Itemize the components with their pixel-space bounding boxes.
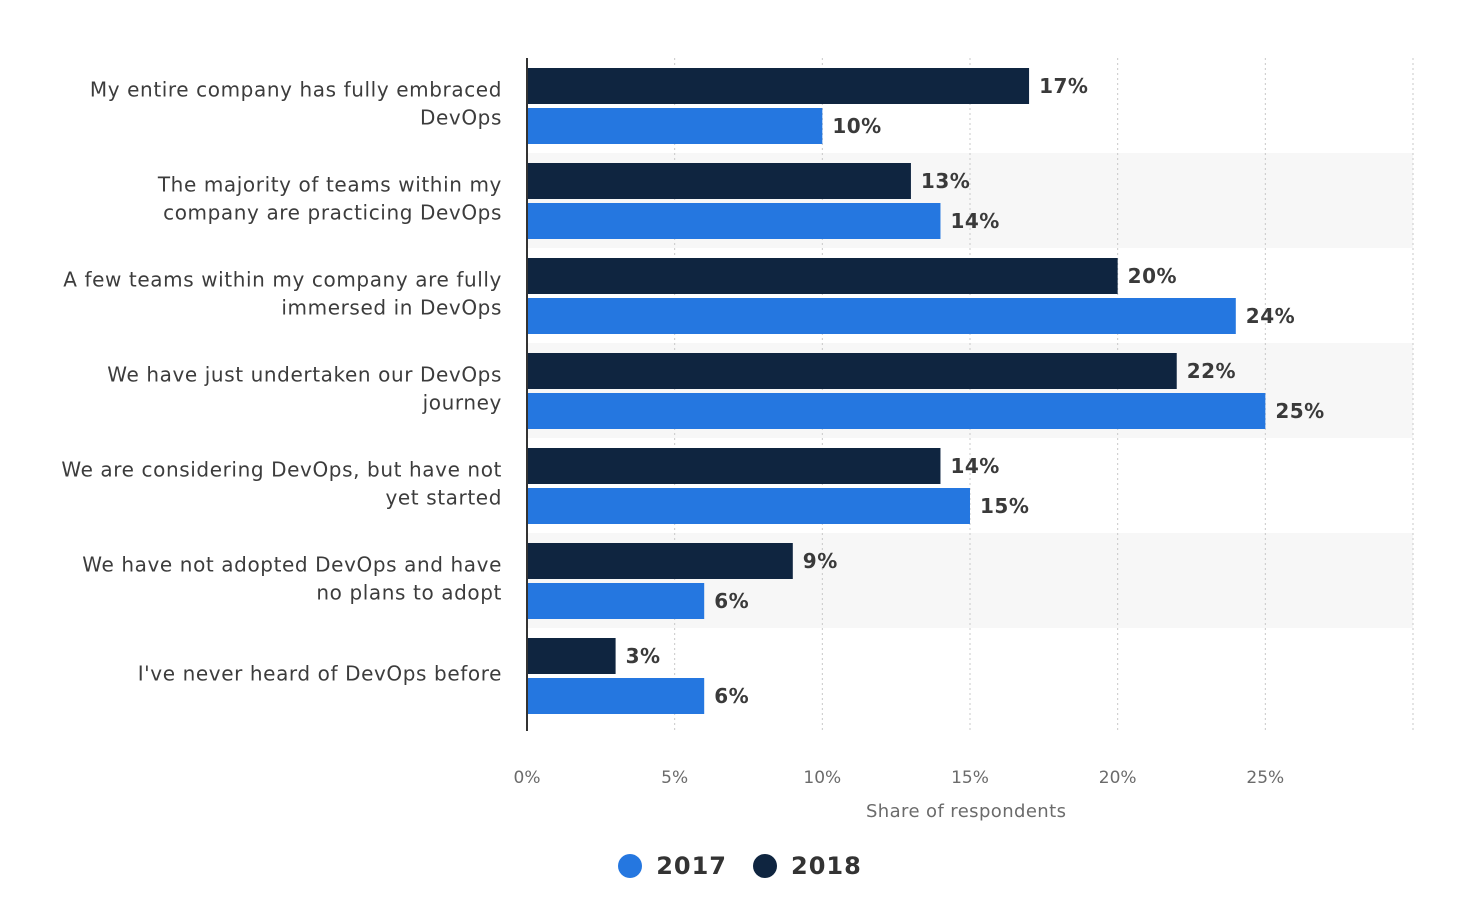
data-label: 22%	[1187, 359, 1236, 383]
legend-swatch-2018	[753, 854, 777, 878]
x-tick-label: 20%	[1099, 768, 1137, 788]
bar[interactable]	[527, 298, 1236, 334]
x-tick-label: 25%	[1246, 768, 1284, 788]
data-label: 3%	[626, 644, 661, 668]
bar[interactable]	[527, 203, 941, 239]
bar[interactable]	[527, 583, 705, 619]
data-label: 25%	[1275, 399, 1324, 423]
legend-label-2018: 2018	[791, 852, 862, 880]
bar[interactable]	[527, 448, 941, 484]
bar[interactable]	[527, 163, 911, 199]
bar[interactable]	[527, 488, 970, 524]
category-label: The majority of teams within my	[157, 173, 502, 197]
x-axis-title: Share of respondents	[866, 801, 1066, 822]
data-label: 20%	[1128, 264, 1177, 288]
category-label: journey	[422, 391, 502, 415]
category-label: yet started	[385, 486, 502, 510]
data-label: 13%	[921, 169, 970, 193]
bar[interactable]	[527, 543, 793, 579]
category-label: I've never heard of DevOps before	[138, 662, 502, 686]
category-label: We have not adopted DevOps and have	[82, 553, 502, 577]
legend-item-2017[interactable]: 2017	[618, 852, 727, 880]
data-label: 6%	[714, 684, 749, 708]
bar[interactable]	[527, 393, 1266, 429]
data-label: 24%	[1246, 304, 1295, 328]
data-label: 17%	[1039, 74, 1088, 98]
legend-label-2017: 2017	[656, 852, 727, 880]
bar[interactable]	[527, 68, 1030, 104]
category-label: no plans to adopt	[316, 581, 502, 605]
data-label: 9%	[803, 549, 838, 573]
category-label: immersed in DevOps	[281, 296, 502, 320]
data-label: 10%	[832, 114, 881, 138]
legend: 2017 2018	[0, 846, 1460, 886]
category-label: My entire company has fully embraced	[90, 78, 502, 102]
bar[interactable]	[527, 638, 616, 674]
data-label: 14%	[950, 454, 999, 478]
category-label: company are practicing DevOps	[163, 201, 502, 225]
bar[interactable]	[527, 353, 1177, 389]
bar[interactable]	[527, 108, 823, 144]
category-label: We have just undertaken our DevOps	[107, 363, 502, 387]
category-label: DevOps	[420, 106, 502, 130]
data-label: 15%	[980, 494, 1029, 518]
x-tick-label: 0%	[514, 768, 541, 788]
data-label: 6%	[714, 589, 749, 613]
legend-item-2018[interactable]: 2018	[753, 852, 862, 880]
legend-swatch-2017	[618, 854, 643, 878]
x-tick-label: 10%	[803, 768, 841, 788]
bar[interactable]	[527, 258, 1118, 294]
x-tick-label: 15%	[951, 768, 989, 788]
bar-chart: 17% 13% 20% 22% 14% 9% 3% 10% 14% 24% 25% 15% 6% 6% My…	[61, 58, 1414, 822]
category-label: A few teams within my company are fully	[63, 268, 502, 292]
data-label: 14%	[950, 209, 999, 233]
bar[interactable]	[527, 678, 705, 714]
category-label: We are considering DevOps, but have not	[61, 458, 502, 482]
x-tick-label: 5%	[661, 768, 688, 788]
